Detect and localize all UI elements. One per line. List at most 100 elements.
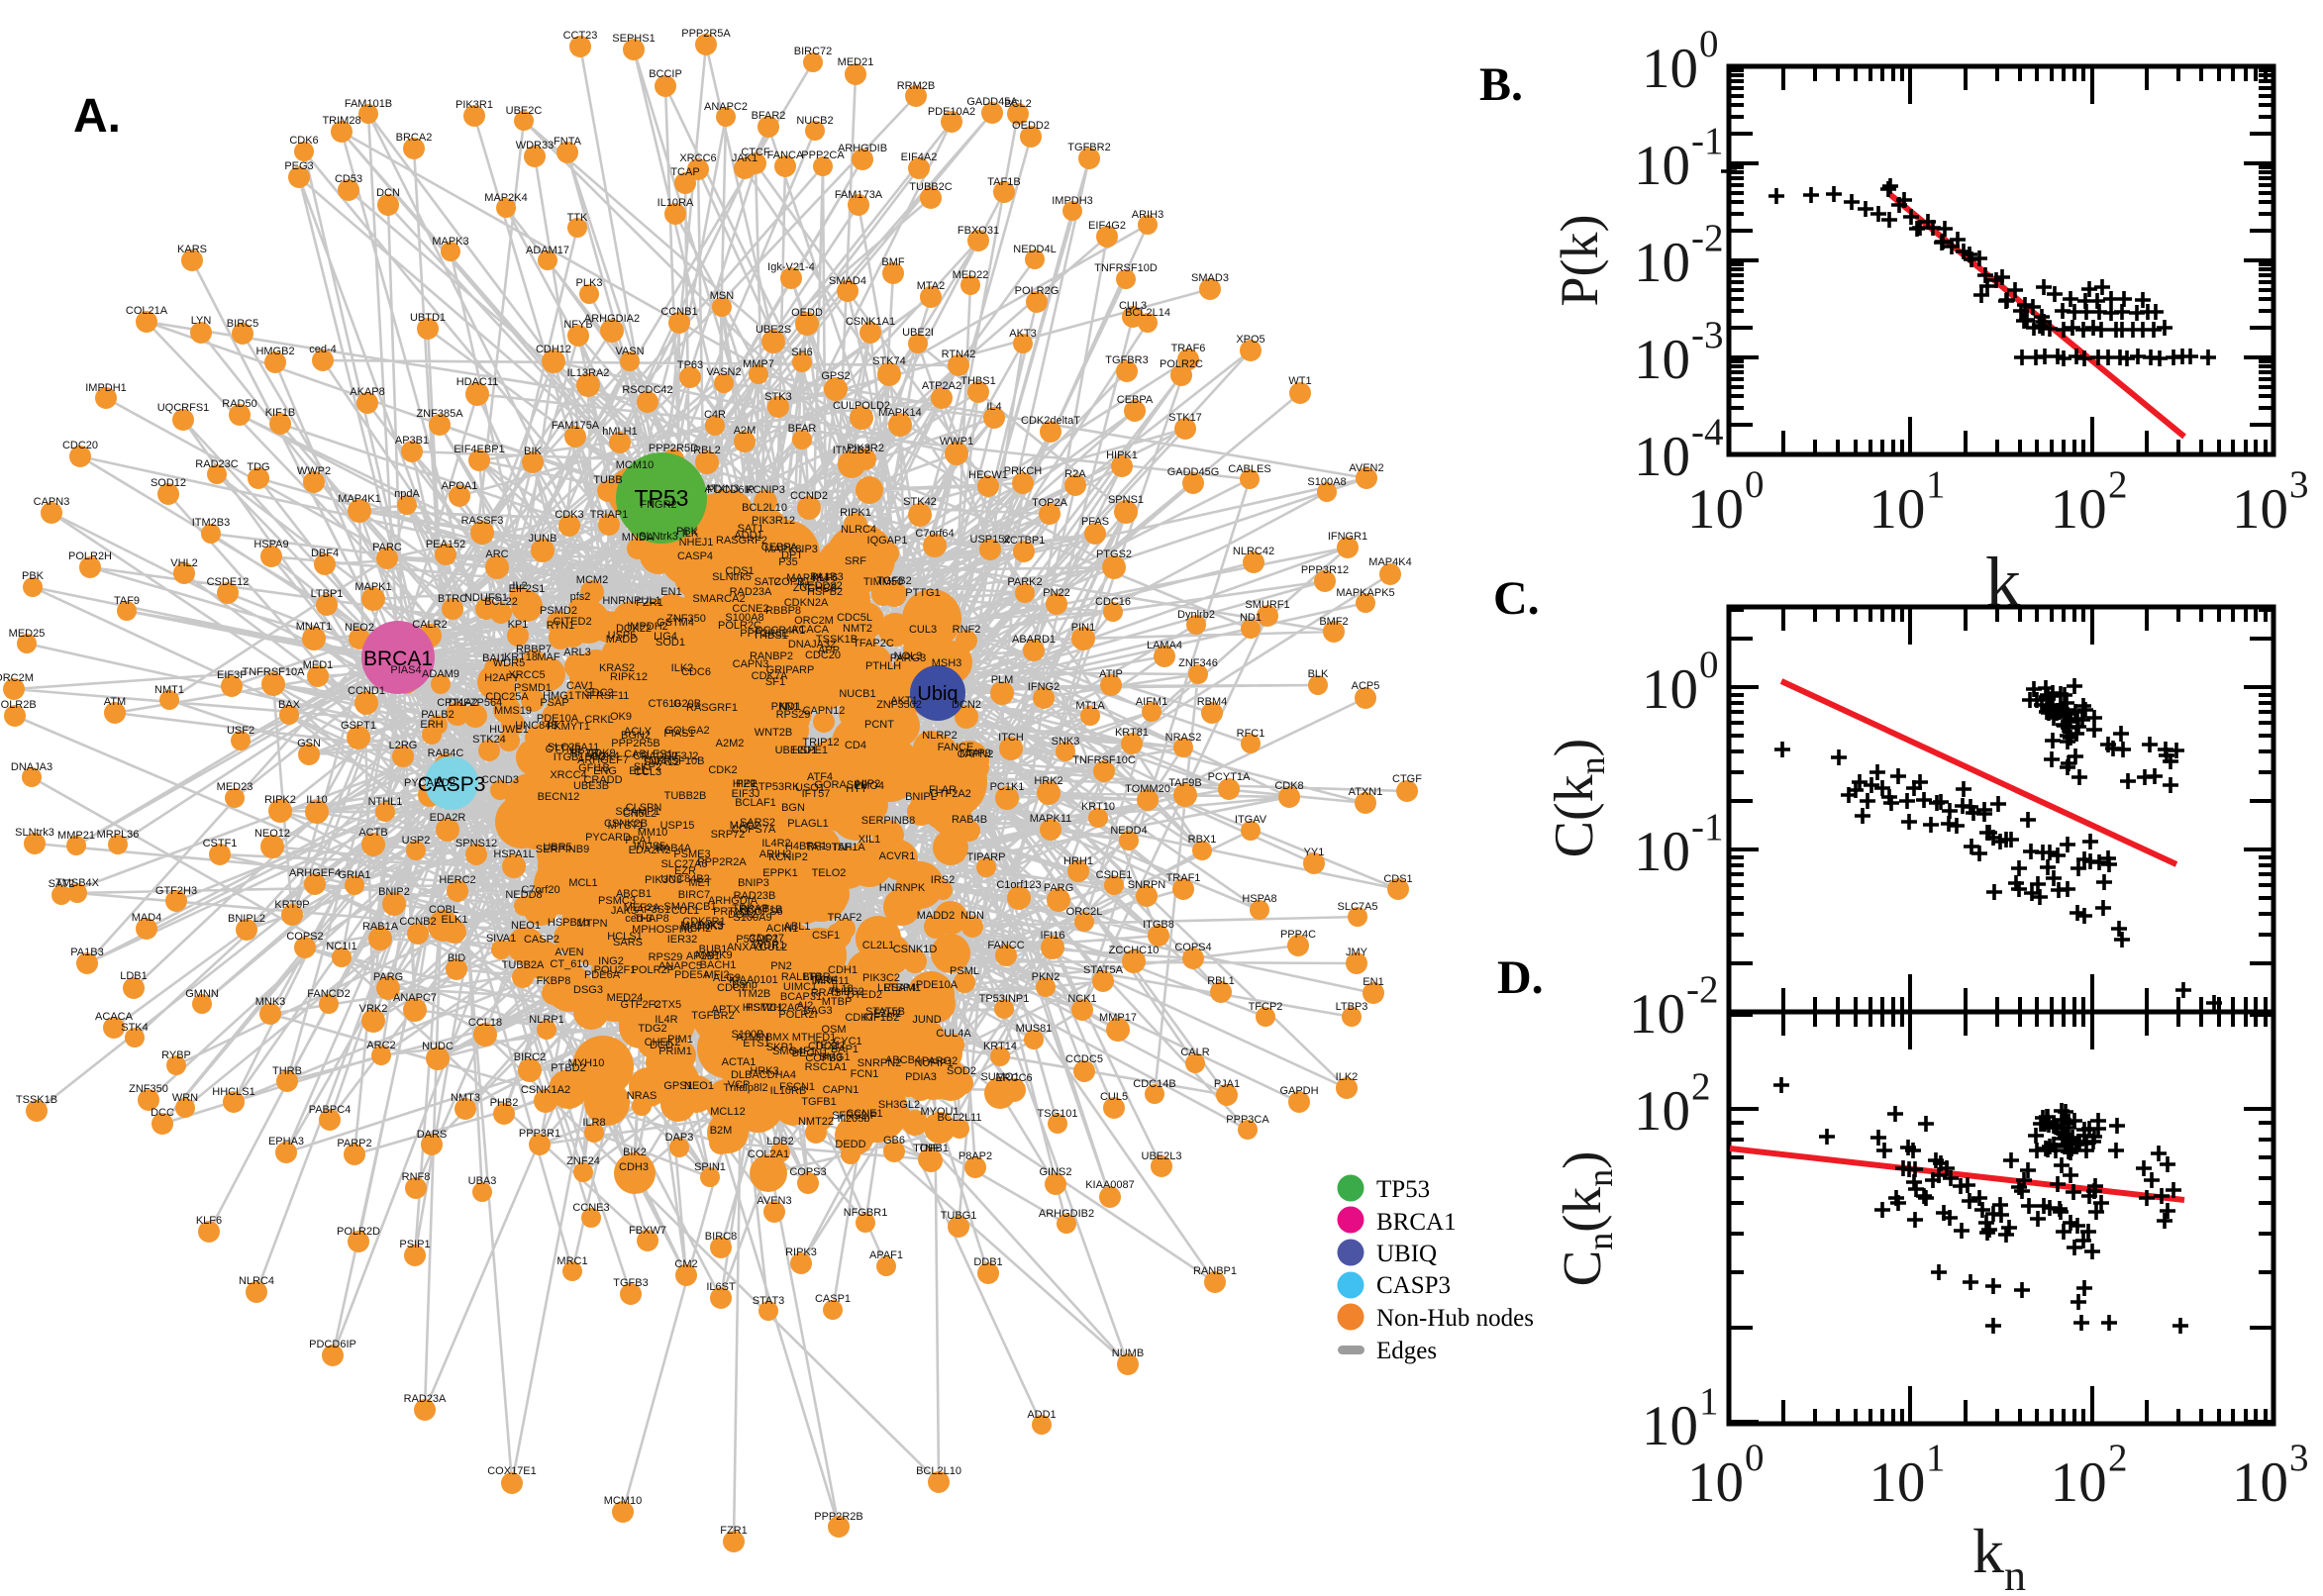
- svg-text:PDCD6IP: PDCD6IP: [309, 1339, 356, 1350]
- svg-text:B2M: B2M: [710, 1125, 733, 1137]
- svg-text:R2A: R2A: [1064, 468, 1086, 480]
- svg-text:POLR2C: POLR2C: [1160, 358, 1203, 370]
- svg-text:PPP2R5A: PPP2R5A: [681, 28, 731, 40]
- svg-text:CSNK1A2: CSNK1A2: [521, 1084, 570, 1096]
- svg-text:AIFM1: AIFM1: [1136, 696, 1167, 708]
- svg-text:UBE2L3: UBE2L3: [1142, 1150, 1182, 1162]
- svg-text:L2RG: L2RG: [389, 740, 418, 751]
- svg-text:10: 10: [1687, 478, 1744, 541]
- svg-text:MFI2: MFI2: [704, 969, 729, 981]
- svg-text:BIK2: BIK2: [623, 1147, 647, 1158]
- svg-text:1: 1: [1699, 1380, 1719, 1423]
- svg-text:ZCCHC8: ZCCHC8: [793, 582, 838, 594]
- svg-text:FBXW7: FBXW7: [629, 1225, 666, 1237]
- svg-text:PIK3C3: PIK3C3: [645, 874, 682, 886]
- svg-text:ABL1: ABL1: [784, 921, 811, 933]
- svg-text:KARS: KARS: [177, 244, 207, 255]
- svg-text:TP53: TP53: [1376, 1176, 1430, 1203]
- svg-text:ZCCHC10: ZCCHC10: [1109, 945, 1160, 956]
- svg-text:HNRNPK: HNRNPK: [879, 882, 926, 894]
- svg-text:KIF1B2: KIF1B2: [863, 1012, 900, 1024]
- svg-text:STAT3: STAT3: [753, 1295, 785, 1307]
- svg-text:MAPKAPK5: MAPKAPK5: [1336, 587, 1394, 599]
- svg-text:JNK3: JNK3: [697, 921, 724, 933]
- svg-text:CTCF: CTCF: [741, 147, 770, 158]
- svg-text:NMT2: NMT2: [843, 623, 872, 635]
- svg-text:RASGRF1: RASGRF1: [686, 702, 738, 714]
- svg-text:STK24: STK24: [472, 734, 506, 746]
- svg-text:H2AFY: H2AFY: [484, 672, 520, 684]
- svg-text:DNAJA3: DNAJA3: [11, 761, 52, 773]
- svg-text:EDA2R2: EDA2R2: [629, 845, 671, 856]
- svg-text:TGFB1: TGFB1: [801, 1096, 836, 1108]
- svg-text:SEPHS1: SEPHS1: [612, 33, 655, 45]
- svg-text:VHL2: VHL2: [170, 557, 198, 569]
- svg-text:UBR5: UBR5: [543, 842, 571, 853]
- svg-text:XRCC6: XRCC6: [679, 152, 716, 164]
- svg-text:SAT2: SAT2: [49, 878, 75, 890]
- svg-text:USP5: USP5: [608, 630, 637, 642]
- svg-text:0: 0: [1745, 1437, 1765, 1479]
- svg-text:INUS5: INUS5: [634, 841, 665, 852]
- svg-text:CD53: CD53: [335, 173, 362, 185]
- svg-text:SRF: SRF: [845, 555, 866, 567]
- svg-text:HRH1: HRH1: [1063, 855, 1093, 867]
- svg-text:-4: -4: [1691, 411, 1724, 453]
- svg-text:BIRC72: BIRC72: [794, 46, 833, 57]
- svg-text:ATM: ATM: [104, 696, 126, 708]
- svg-text:FANCE: FANCE: [938, 742, 974, 753]
- svg-text:GSN: GSN: [297, 738, 321, 749]
- svg-text:POLR2F: POLR2F: [632, 964, 674, 976]
- svg-text:MM10: MM10: [638, 827, 668, 839]
- svg-text:CSDE12: CSDE12: [207, 576, 250, 588]
- svg-text:NMT3: NMT3: [451, 1092, 480, 1104]
- svg-text:ATXN1: ATXN1: [1349, 786, 1383, 798]
- svg-text:BLK: BLK: [1308, 668, 1329, 680]
- svg-text:TUBB: TUBB: [593, 474, 622, 486]
- svg-text:USO1: USO1: [795, 782, 825, 794]
- svg-text:CRADD: CRADD: [583, 774, 622, 786]
- svg-text:LDB1: LDB1: [120, 970, 148, 982]
- svg-text:RPS29: RPS29: [776, 709, 811, 721]
- svg-text:HSPA9: HSPA9: [253, 539, 288, 550]
- svg-text:RANBP2: RANBP2: [750, 650, 793, 662]
- svg-text:CDH12: CDH12: [536, 344, 571, 355]
- svg-text:MYST1: MYST1: [608, 820, 645, 832]
- svg-text:PN2: PN2: [770, 960, 791, 972]
- svg-text:IL10: IL10: [306, 794, 327, 806]
- svg-text:DEDD: DEDD: [835, 1139, 865, 1150]
- svg-text:-1: -1: [1691, 806, 1724, 848]
- svg-text:KCNIP2: KCNIP2: [768, 851, 808, 863]
- svg-text:LIG4: LIG4: [654, 631, 677, 643]
- svg-text:FNTA: FNTA: [554, 136, 582, 148]
- svg-text:TDG2: TDG2: [638, 1023, 666, 1035]
- svg-text:KRT10: KRT10: [1081, 801, 1115, 813]
- svg-text:ZNF350: ZNF350: [666, 613, 706, 625]
- svg-text:PIK3R12: PIK3R12: [752, 515, 795, 527]
- svg-text:MAPK11: MAPK11: [1030, 813, 1072, 825]
- svg-text:S100A8: S100A8: [725, 612, 763, 624]
- svg-text:ERCC6: ERCC6: [995, 1072, 1032, 1084]
- svg-text:3: 3: [2289, 1437, 2309, 1479]
- svg-text:CSF1: CSF1: [812, 930, 840, 942]
- svg-text:CDC16: CDC16: [1095, 596, 1131, 608]
- svg-text:10: 10: [1642, 1395, 1698, 1457]
- svg-text:CULPOLD2: CULPOLD2: [833, 400, 890, 412]
- svg-text:AVEN2: AVEN2: [1349, 462, 1383, 474]
- svg-text:ND1: ND1: [1240, 612, 1262, 624]
- svg-text:HMG1: HMG1: [543, 690, 574, 702]
- svg-text:BCL2L10: BCL2L10: [742, 502, 787, 514]
- svg-text:RP2R: RP2R: [569, 748, 598, 759]
- svg-text:IL4R2: IL4R2: [761, 838, 790, 849]
- svg-text:APAF1: APAF1: [869, 1249, 903, 1261]
- svg-text:CDH3: CDH3: [619, 1161, 649, 1173]
- svg-text:PSMC1: PSMC1: [746, 1002, 783, 1014]
- svg-text:ACIN1: ACIN1: [766, 923, 798, 935]
- svg-text:PPP4C: PPP4C: [1280, 929, 1316, 941]
- svg-text:CALR: CALR: [1180, 1047, 1209, 1058]
- svg-text:TIPARP: TIPARP: [967, 851, 1006, 863]
- svg-text:TFCP2: TFCP2: [1249, 1001, 1283, 1013]
- svg-text:STK17: STK17: [1168, 412, 1202, 424]
- svg-text:SMAD4: SMAD4: [829, 275, 866, 287]
- svg-text:G20B: G20B: [673, 698, 701, 710]
